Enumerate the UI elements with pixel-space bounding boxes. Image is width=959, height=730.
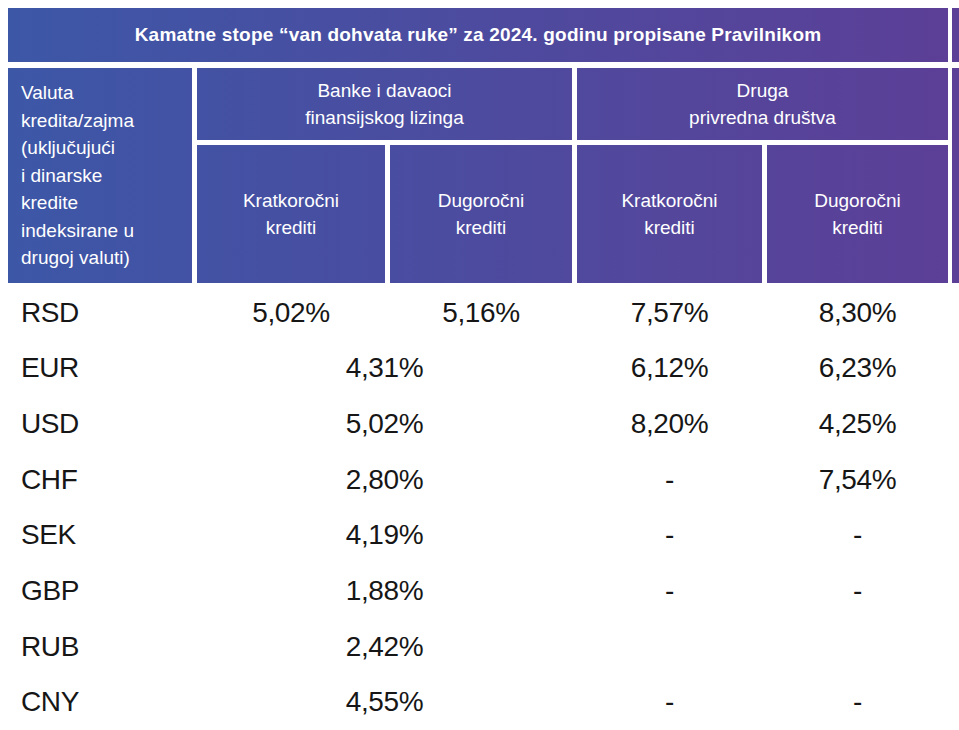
table-title-bar: Kamatne stope “van dohvata ruke” za 2024…	[8, 8, 948, 62]
other-long-value: -	[767, 519, 948, 551]
header-banks-long-term: Dugoročni krediti	[390, 145, 572, 283]
title-bar-right-sliver	[952, 8, 959, 62]
other-short-value: 6,12%	[577, 352, 762, 384]
banks-merged-value: 2,80%	[197, 464, 572, 496]
currency-label: CNY	[8, 686, 197, 718]
banks-merged-value: 4,55%	[197, 686, 572, 718]
header-other-long-term: Dugoročni krediti	[767, 145, 948, 283]
other-short-value: -	[577, 519, 762, 551]
other-short-value: -	[577, 686, 762, 718]
table-row: SEK4,19%--	[8, 508, 948, 564]
other-short-value: 7,57%	[577, 297, 762, 329]
interest-rates-table: Kamatne stope “van dohvata ruke” za 2024…	[0, 0, 959, 730]
other-long-value: 8,30%	[767, 297, 948, 329]
other-short-value: 8,20%	[577, 408, 762, 440]
other-long-value: -	[767, 575, 948, 607]
other-long-value: 7,54%	[767, 464, 948, 496]
currency-label: EUR	[8, 352, 197, 384]
currency-label: USD	[8, 408, 197, 440]
table-row: RUB2,42%	[8, 619, 948, 675]
other-long-value: -	[767, 686, 948, 718]
table-row: USD5,02%8,20%4,25%	[8, 396, 948, 452]
header-right-sliver	[952, 68, 959, 283]
header-other-short-term: Kratkoročni krediti	[577, 145, 762, 283]
table-row: RSD5,02%5,16%7,57%8,30%	[8, 285, 948, 341]
currency-label: RSD	[8, 297, 197, 329]
currency-label: RUB	[8, 631, 197, 663]
header-group-banks: Banke i davaoci finansijskog lizinga	[197, 68, 572, 140]
table-body: RSD5,02%5,16%7,57%8,30%EUR4,31%6,12%6,23…	[8, 285, 948, 730]
header-group-other-companies: Druga privredna društva	[577, 68, 948, 140]
table-row: CHF2,80%-7,54%	[8, 452, 948, 508]
header-currency-column: Valuta kredita/zajma (uključujući i dina…	[8, 68, 192, 283]
other-long-value: 6,23%	[767, 352, 948, 384]
other-long-value: 4,25%	[767, 408, 948, 440]
currency-label: GBP	[8, 575, 197, 607]
currency-label: CHF	[8, 464, 197, 496]
other-short-value: -	[577, 575, 762, 607]
other-short-value: -	[577, 464, 762, 496]
currency-label: SEK	[8, 519, 197, 551]
banks-short-value: 5,02%	[197, 297, 385, 329]
banks-merged-value: 1,88%	[197, 575, 572, 607]
table-row: GBP1,88%--	[8, 563, 948, 619]
banks-merged-value: 4,31%	[197, 352, 572, 384]
table-row: CNY4,55%--	[8, 674, 948, 730]
banks-merged-value: 2,42%	[197, 631, 572, 663]
table-row: EUR4,31%6,12%6,23%	[8, 341, 948, 397]
header-banks-short-term: Kratkoročni krediti	[197, 145, 385, 283]
banks-long-value: 5,16%	[390, 297, 572, 329]
banks-merged-value: 5,02%	[197, 408, 572, 440]
banks-merged-value: 4,19%	[197, 519, 572, 551]
table-title: Kamatne stope “van dohvata ruke” za 2024…	[135, 24, 822, 46]
